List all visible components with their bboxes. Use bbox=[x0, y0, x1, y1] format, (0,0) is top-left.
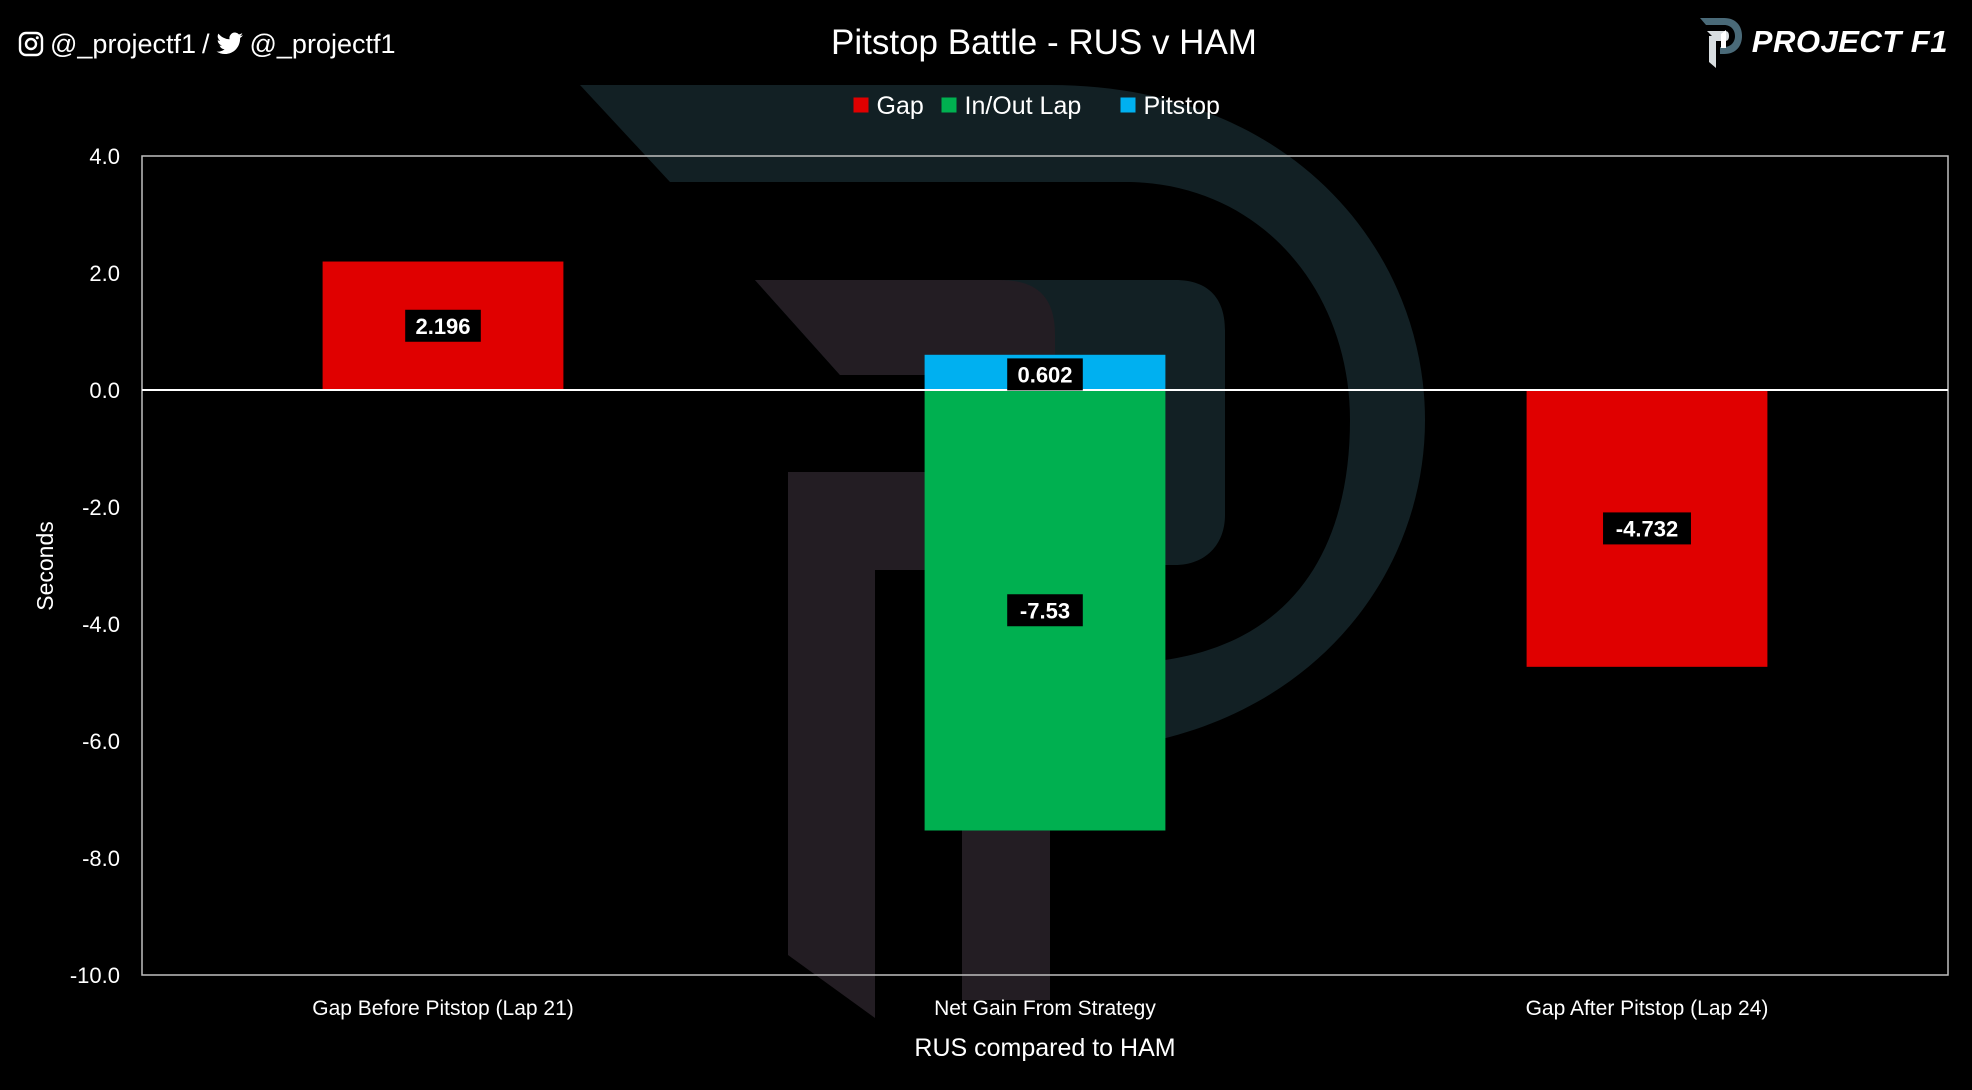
data-label-box bbox=[1007, 594, 1083, 627]
data-label-text: 2.196 bbox=[415, 314, 470, 339]
legend-swatch bbox=[1120, 97, 1136, 113]
plot-area bbox=[141, 155, 1949, 976]
chart-title: Pitstop Battle - RUS v HAM bbox=[831, 23, 1257, 62]
handle-separator: / bbox=[201, 28, 210, 59]
legend-label: Pitstop bbox=[1144, 92, 1220, 120]
x-tick-label: Gap After Pitstop (Lap 24) bbox=[1526, 997, 1769, 1020]
data-label-box bbox=[1007, 358, 1083, 391]
y-tick-label: -2.0 bbox=[82, 495, 120, 520]
project-f1-logo-icon bbox=[1699, 18, 1742, 68]
instagram-icon bbox=[18, 31, 44, 57]
data-label: 2.196 bbox=[405, 309, 481, 342]
y-tick-label: -4.0 bbox=[82, 612, 120, 637]
y-tick-label: -6.0 bbox=[82, 729, 120, 754]
data-labels: 2.196 -7.53 0.602 -4.732 bbox=[405, 309, 1691, 627]
legend-label: In/Out Lap bbox=[965, 92, 1082, 120]
y-tick-label: 4.0 bbox=[89, 144, 120, 169]
legend-label: Gap bbox=[877, 92, 924, 120]
data-label-text: -4.732 bbox=[1616, 516, 1678, 541]
legend-item: Pitstop bbox=[1120, 92, 1220, 120]
x-axis: Gap Before Pitstop (Lap 21) Net Gain From… bbox=[312, 997, 1768, 1020]
social-handles: @_projectf1 / @_projectf1 bbox=[18, 24, 395, 64]
twitter-icon bbox=[216, 32, 243, 54]
y-axis-title: Seconds bbox=[32, 521, 58, 611]
data-label: -4.732 bbox=[1603, 512, 1691, 545]
x-axis-title: RUS compared to HAM bbox=[914, 1034, 1175, 1062]
data-label-text: -7.53 bbox=[1020, 598, 1070, 623]
y-tick-label: 0.0 bbox=[89, 378, 120, 403]
data-label: 0.602 bbox=[1007, 358, 1083, 391]
legend-item: In/Out Lap bbox=[941, 92, 1082, 120]
y-tick-label: 2.0 bbox=[89, 261, 120, 286]
y-tick-label: -10.0 bbox=[70, 963, 120, 988]
data-label-text: 0.602 bbox=[1017, 362, 1072, 387]
legend-item: Gap bbox=[853, 92, 924, 120]
data-label-box bbox=[405, 309, 481, 342]
legend-swatch bbox=[853, 97, 869, 113]
y-tick-label: -8.0 bbox=[82, 846, 120, 871]
x-tick-label: Gap Before Pitstop (Lap 21) bbox=[312, 997, 574, 1020]
twitter-handle[interactable]: @_projectf1 bbox=[249, 28, 396, 59]
legend-swatch bbox=[941, 97, 957, 113]
instagram-handle[interactable]: @_projectf1 bbox=[50, 28, 196, 59]
brand-name: PROJECT F1 bbox=[1751, 24, 1948, 59]
x-tick-label: Net Gain From Strategy bbox=[934, 997, 1156, 1020]
data-label-box bbox=[1603, 512, 1691, 545]
data-label: -7.53 bbox=[1007, 594, 1083, 627]
brand-logo: PROJECT F1 bbox=[1698, 12, 1948, 72]
legend: Gap In/Out Lap Pitstop bbox=[853, 92, 1220, 120]
y-axis: 4.0 2.0 0.0 -2.0 -4.0 -6.0 -8.0 -10.0 bbox=[70, 144, 120, 988]
